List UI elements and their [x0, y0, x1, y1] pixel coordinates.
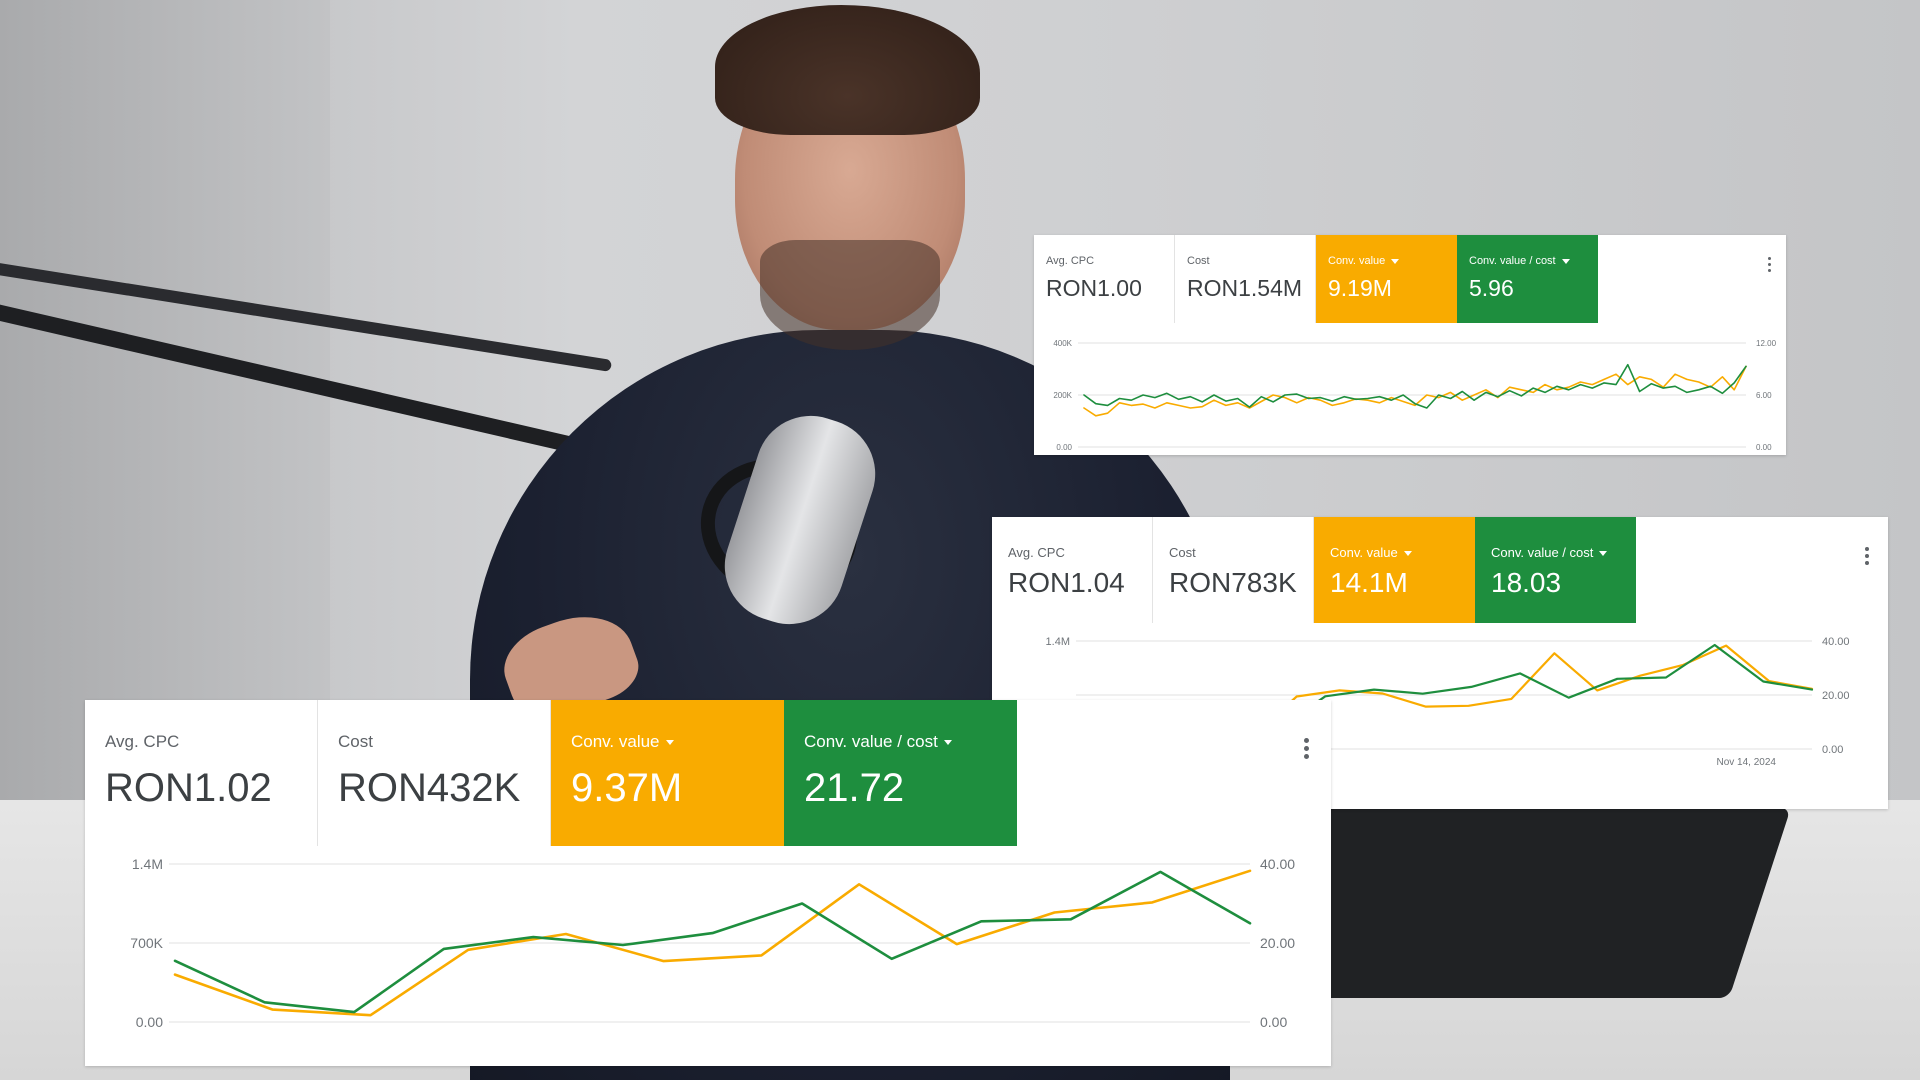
metric-label-text: Conv. value — [1328, 255, 1386, 267]
series-line-conv-value-cost — [173, 870, 1252, 1014]
metric-tiles: Avg. CPC RON1.02 Cost RON432K Conv. valu… — [85, 700, 1017, 846]
y-right-tick-label: 20.00 — [1260, 935, 1295, 951]
metric-value: 14.1M — [1330, 567, 1408, 598]
metric-conv-value[interactable]: Conv. value 14.1M — [1314, 517, 1475, 623]
caret-down-icon[interactable] — [943, 740, 952, 746]
caret-down-icon[interactable] — [1561, 258, 1570, 264]
metric-cost[interactable]: Cost RON1.54M — [1175, 235, 1316, 323]
y-right-tick-label: 0.00 — [1260, 1014, 1287, 1030]
metric-value: RON1.02 — [105, 766, 272, 810]
y-left-tick-label: 0.00 — [136, 1014, 163, 1030]
metric-conv-value-cost[interactable]: Conv. value / cost 21.72 — [784, 700, 1017, 846]
series-line-conv-value-cost — [1083, 363, 1747, 409]
metric-value: RON432K — [338, 766, 521, 810]
y-right-tick-label: 12.00 — [1756, 339, 1777, 348]
caret-down-icon[interactable] — [1403, 551, 1412, 557]
y-right-tick-label: 40.00 — [1260, 856, 1295, 872]
metric-avg-cpc[interactable]: Avg. CPC RON1.02 — [85, 700, 318, 846]
metric-label: Conv. value — [1328, 255, 1400, 267]
y-right-tick-label: 40.00 — [1822, 636, 1850, 648]
metric-conv-value[interactable]: Conv. value 9.19M — [1316, 235, 1457, 323]
metric-label-text: Conv. value / cost — [1469, 255, 1556, 267]
metric-label-text: Conv. value — [1330, 545, 1398, 560]
metric-label: Conv. value — [1330, 545, 1412, 560]
y-left-tick-label: 1.4M — [132, 856, 163, 872]
metric-tiles: Avg. CPC RON1.00 Cost RON1.54M Conv. val… — [1034, 235, 1598, 323]
metric-value: 9.19M — [1328, 275, 1392, 301]
metric-conv-value[interactable]: Conv. value 9.37M — [551, 700, 784, 846]
metric-conv-value-cost[interactable]: Conv. value / cost 5.96 — [1457, 235, 1598, 323]
y-left-tick-label: 0.00 — [1056, 443, 1072, 452]
metric-label: Avg. CPC — [1008, 545, 1065, 560]
metric-value: 5.96 — [1469, 275, 1514, 301]
line-chart: 1.4M 40.00 700K 20.00 0.00 0.00 — [130, 856, 1295, 1030]
metric-avg-cpc[interactable]: Avg. CPC RON1.00 — [1034, 235, 1175, 323]
more-vert-icon[interactable] — [1766, 255, 1772, 273]
metric-label: Cost — [1169, 545, 1196, 560]
metric-label: Cost — [1187, 255, 1210, 267]
metric-value: 9.37M — [571, 766, 683, 810]
caret-down-icon[interactable] — [665, 740, 674, 746]
metric-label-text: Conv. value / cost — [1491, 545, 1594, 560]
more-vert-icon[interactable] — [1864, 545, 1870, 566]
metric-label-text: Conv. value — [571, 732, 660, 751]
caret-down-icon[interactable] — [1391, 258, 1400, 264]
metric-label: Conv. value / cost — [1491, 545, 1608, 560]
metric-label: Conv. value / cost — [804, 732, 952, 752]
person-hair — [715, 5, 980, 135]
metric-cost[interactable]: Cost RON432K — [318, 700, 551, 846]
more-vert-icon[interactable] — [1303, 736, 1309, 760]
metric-label: Avg. CPC — [1046, 255, 1095, 267]
caret-down-icon[interactable] — [1599, 551, 1608, 557]
y-right-tick-label: 0.00 — [1822, 744, 1843, 756]
metric-tiles: Avg. CPC RON1.04 Cost RON783K Conv. valu… — [992, 517, 1636, 623]
metrics-card-bottom: Avg. CPC RON1.02 Cost RON432K Conv. valu… — [85, 700, 1331, 1066]
metric-value: RON1.00 — [1046, 275, 1142, 301]
metric-label: Conv. value / cost — [1469, 255, 1570, 267]
line-chart: 400K 12.00 200K 6.00 0.00 0.00 — [1053, 339, 1777, 452]
metrics-card-top: Avg. CPC RON1.00 Cost RON1.54M Conv. val… — [1034, 235, 1786, 455]
y-right-tick-label: 20.00 — [1822, 690, 1850, 702]
y-left-tick-label: 400K — [1053, 339, 1072, 348]
y-right-tick-label: 0.00 — [1756, 443, 1772, 452]
metric-label: Cost — [338, 732, 373, 751]
y-left-tick-label: 1.4M — [1046, 636, 1070, 648]
x-axis-date-label: Nov 14, 2024 — [1717, 757, 1777, 768]
metric-value: 18.03 — [1491, 567, 1562, 598]
metric-label: Avg. CPC — [105, 732, 180, 751]
person-beard — [760, 240, 940, 350]
series-line-conv-value — [1083, 365, 1747, 417]
metric-value: RON1.04 — [1008, 567, 1125, 598]
y-right-tick-label: 6.00 — [1756, 391, 1772, 400]
series-line-conv-value — [173, 869, 1252, 1017]
metric-label-text: Conv. value / cost — [804, 732, 938, 751]
metric-value: RON1.54M — [1187, 275, 1303, 301]
desk-mat — [1259, 808, 1791, 998]
metric-value: RON783K — [1169, 567, 1297, 598]
metric-label: Conv. value — [571, 732, 674, 752]
metric-conv-value-cost[interactable]: Conv. value / cost 18.03 — [1475, 517, 1636, 623]
y-left-tick-label: 200K — [1053, 391, 1072, 400]
metric-value: 21.72 — [804, 766, 905, 810]
metric-cost[interactable]: Cost RON783K — [1153, 517, 1314, 623]
y-left-tick-label: 700K — [130, 935, 163, 951]
metric-avg-cpc[interactable]: Avg. CPC RON1.04 — [992, 517, 1153, 623]
